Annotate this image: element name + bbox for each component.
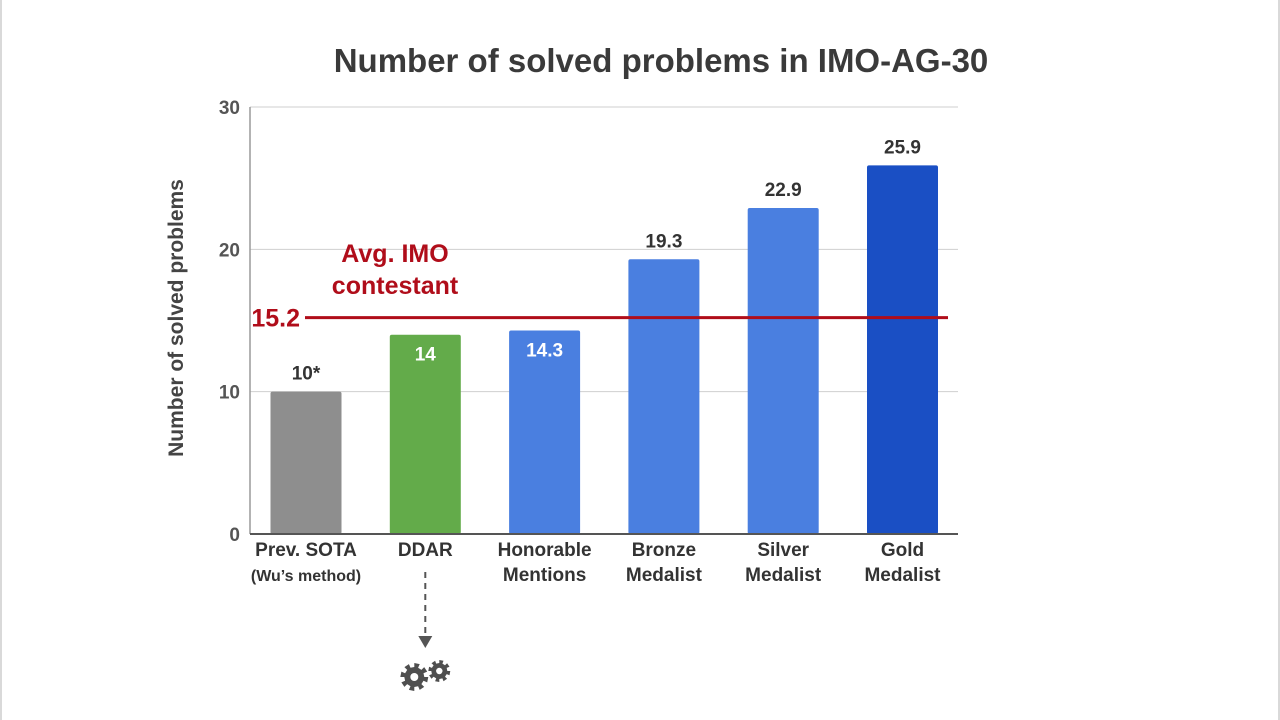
y-tick-label: 0	[229, 525, 240, 546]
gear-hole	[410, 673, 419, 681]
bar-value-label: 10*	[292, 364, 321, 385]
x-tick-label: Silver	[757, 540, 809, 561]
frame-right-border	[1278, 0, 1280, 720]
bar-value-label: 22.9	[765, 180, 802, 201]
bar-value-label: 14.3	[526, 340, 563, 361]
gear-hole	[436, 667, 443, 675]
bar	[867, 165, 938, 534]
bar	[509, 330, 581, 534]
gear-icon	[428, 660, 451, 682]
reference-value-label: 15.2	[251, 305, 300, 333]
annotation	[400, 572, 451, 691]
bars	[270, 165, 938, 534]
bar	[389, 334, 461, 534]
y-tick-label: 30	[219, 98, 240, 119]
bar-value-label: 19.3	[645, 231, 682, 252]
x-tick-label: Mentions	[503, 565, 586, 586]
reference-line-group: 15.2 Avg. IMO contestant	[251, 240, 948, 333]
reference-line-label: Avg. IMO	[341, 240, 448, 268]
x-tick-label: DDAR	[398, 540, 453, 561]
frame-left-border	[0, 0, 2, 720]
chart-title: Number of solved problems in IMO-AG-30	[334, 42, 989, 79]
labels: 0 10 20 30 10* Prev. SOTA (Wu’s method) 14 DDAR 1…	[219, 98, 941, 586]
axes	[249, 107, 958, 535]
x-tick-label: (Wu’s method)	[251, 568, 361, 585]
x-tick-label: Bronze	[632, 540, 696, 561]
y-tick-label: 10	[219, 383, 240, 404]
x-tick-label: Gold	[881, 540, 924, 561]
bar	[628, 259, 700, 534]
grid-lines	[250, 106, 958, 393]
x-tick-label: Prev. SOTA	[255, 540, 357, 561]
bar-value-label: 25.9	[884, 137, 921, 158]
x-tick-label: Honorable	[498, 540, 592, 561]
bar-value-label: 14	[415, 345, 437, 366]
bar	[270, 391, 342, 534]
y-tick-label: 20	[219, 240, 240, 261]
x-tick-label: Medalist	[626, 565, 703, 586]
arrow-head-icon	[418, 636, 433, 648]
x-tick-label: Medalist	[864, 565, 941, 586]
gears-icon	[400, 660, 451, 691]
gear-icon	[400, 663, 429, 691]
y-axis-label: Number of solved problems	[165, 179, 188, 457]
reference-line-label: contestant	[332, 272, 459, 300]
x-tick-label: Medalist	[745, 565, 822, 586]
bar	[747, 208, 819, 534]
